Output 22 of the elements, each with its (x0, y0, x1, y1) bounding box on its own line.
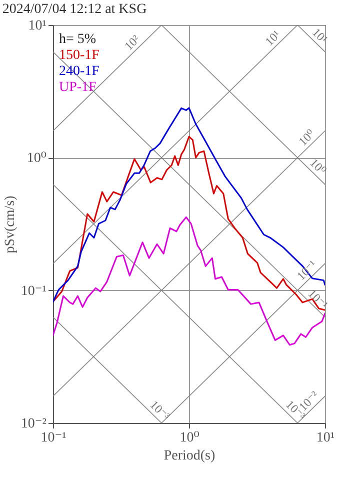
text: UP-1F (59, 80, 97, 95)
annotation: 10⁰ (296, 126, 318, 148)
annotation: h= 5% (59, 32, 96, 47)
x-tick-label: 10¹ (316, 430, 335, 446)
chart-title: 2024/07/04 12:12 at KSG (2, 2, 147, 17)
x-tick-label: 10⁰ (180, 430, 200, 446)
annotation: 10¹ (309, 25, 331, 46)
x-axis-title: Period(s) (164, 448, 216, 464)
y-axis-title: pSv(cm/s) (2, 195, 18, 254)
annotation: 10⁻³ (147, 398, 173, 424)
annotation: 10² (122, 32, 143, 54)
y-tick-label: 10¹ (28, 18, 46, 34)
annotation: 10⁰ (307, 156, 330, 178)
text: 150-1F (59, 48, 100, 63)
annotation: 10⁻¹ (294, 257, 320, 283)
x-tick-label: 10⁻¹ (40, 430, 66, 446)
y-tick-label: 10⁻² (20, 416, 46, 432)
y-tick-label: 10⁰ (26, 151, 47, 166)
y-tick-label: 10⁻¹ (20, 284, 46, 299)
text: 240-1F (59, 64, 100, 79)
annotation: 10⁻¹ (305, 286, 331, 312)
annotation: 10¹ (262, 27, 284, 48)
